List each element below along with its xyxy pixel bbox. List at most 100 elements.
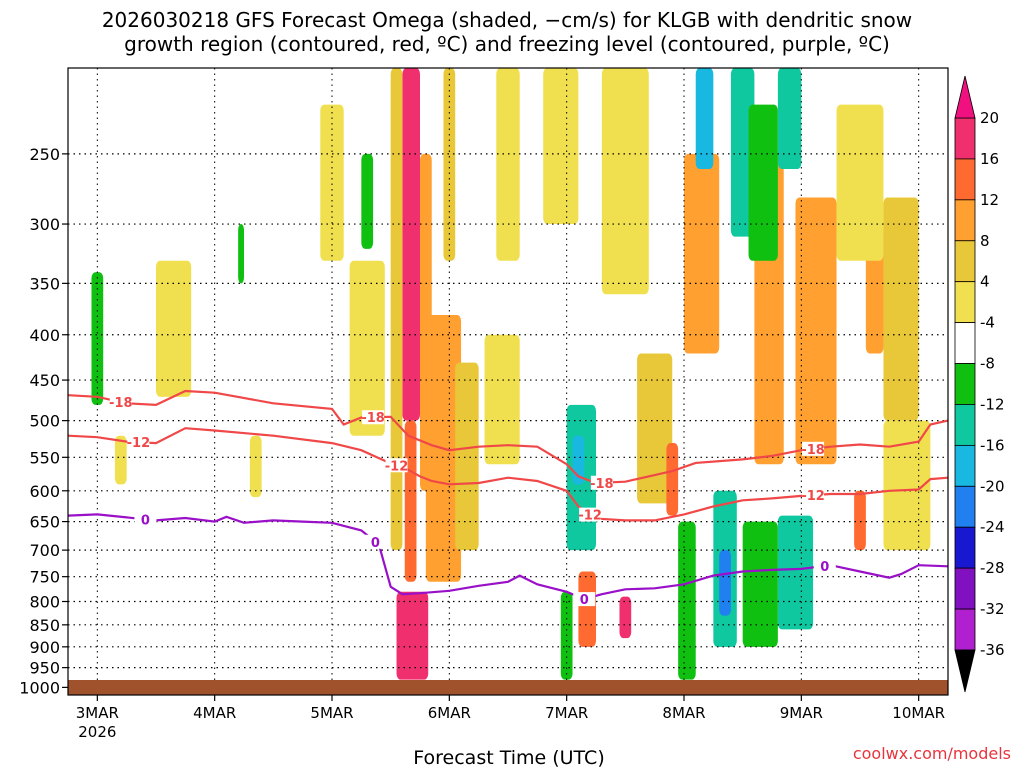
y-tick-label: 400 xyxy=(29,326,60,345)
contour-label-bg xyxy=(579,507,602,522)
contour-label: 0 xyxy=(580,593,589,608)
colorbar-segment xyxy=(954,158,976,201)
contour-label: 0 xyxy=(820,560,829,575)
y-tick-label: 650 xyxy=(29,513,60,532)
omega-cell xyxy=(238,224,244,284)
y-tick-label: 300 xyxy=(29,215,60,234)
colorbar: 20 16 12 8 4 -4 -8 -12 -16 -20 -24 -28 -32 -36 xyxy=(954,75,1005,693)
omega-cell xyxy=(420,153,432,491)
contour-label-bg xyxy=(127,435,150,450)
y-tick-label: 250 xyxy=(29,145,60,164)
contour-label: -12 xyxy=(801,489,825,504)
colorbar-label: 8 xyxy=(980,232,990,250)
colorbar-label: -4 xyxy=(980,314,995,332)
colorbar-label: -20 xyxy=(980,477,1005,495)
omega-cell xyxy=(795,197,837,465)
contour-label-bg xyxy=(109,395,132,410)
colorbar-label: -24 xyxy=(980,518,1005,536)
omega-cell xyxy=(349,260,385,436)
y-tick-label: 550 xyxy=(29,448,60,467)
grid-lines xyxy=(68,68,948,688)
omega-cell xyxy=(777,515,814,630)
omega-cell xyxy=(320,104,344,261)
contour-line-0 xyxy=(67,513,949,601)
colorbar-label: -28 xyxy=(980,559,1005,577)
omega-cell xyxy=(402,68,420,421)
omega-cell xyxy=(396,591,429,680)
credit-text[interactable]: coolwx.com/models xyxy=(853,744,1011,763)
colorbar-label: 4 xyxy=(980,273,990,291)
contour-label-bg xyxy=(362,410,385,425)
omega-cell xyxy=(836,104,884,261)
colorbar-segment xyxy=(954,444,976,487)
omega-cell xyxy=(484,334,520,465)
ground-surface-band xyxy=(68,680,948,695)
contour-label: -12 xyxy=(385,459,409,474)
y-tick-label: 750 xyxy=(29,568,60,587)
omega-cell xyxy=(695,68,714,169)
chart-title-line-1: 2026030218 GFS Forecast Omega (shaded, −… xyxy=(102,8,912,32)
omega-cell xyxy=(777,68,802,169)
colorbar-segment xyxy=(954,485,976,528)
x-tick-label: 10MAR xyxy=(892,704,945,722)
omega-cell xyxy=(637,353,673,504)
omega-cell xyxy=(156,260,192,397)
x-tick-label: 6MAR xyxy=(428,704,471,722)
omega-cell xyxy=(666,443,679,516)
contour-label-bg xyxy=(813,558,836,573)
contour-label: -18 xyxy=(109,396,133,411)
x-tick-label: 7MAR xyxy=(545,704,588,722)
colorbar-label: -32 xyxy=(980,600,1005,618)
omega-cell xyxy=(455,362,479,551)
contour-label: -12 xyxy=(127,436,151,451)
x-tick-label: 3MAR xyxy=(76,704,119,722)
colorbar-segment xyxy=(954,608,976,651)
colorbar-segment xyxy=(954,567,976,610)
y-tick-label: 800 xyxy=(29,593,60,612)
contour-label: 0 xyxy=(141,513,150,528)
y-tick-label: 900 xyxy=(29,638,60,657)
omega-cell xyxy=(678,521,696,680)
omega-cell xyxy=(742,521,778,647)
contour-label-bg xyxy=(802,441,825,456)
colorbar-segment xyxy=(954,281,976,324)
y-tick-label: 950 xyxy=(29,659,60,678)
y-tick-label: 500 xyxy=(29,412,60,431)
colorbar-label: -16 xyxy=(980,436,1005,454)
contour-label-bg xyxy=(134,512,157,527)
omega-cell xyxy=(883,420,931,551)
omega-cell xyxy=(684,153,720,354)
omega-cell xyxy=(390,68,403,551)
omega-cell xyxy=(748,104,778,261)
omega-shading xyxy=(91,68,931,680)
colorbar-label: -12 xyxy=(980,395,1005,413)
omega-cell xyxy=(619,596,632,639)
colorbar-segment xyxy=(954,404,976,446)
omega-cell xyxy=(543,68,579,225)
omega-cell xyxy=(578,571,596,647)
omega-cell xyxy=(719,550,731,616)
omega-cell xyxy=(496,68,520,261)
y-tick-label: 350 xyxy=(29,274,60,293)
plot-area: -18 -18 -18 -18 -12 -12 -12 -12 0 0 0 0 xyxy=(67,67,949,696)
contour-label: 0 xyxy=(371,536,380,551)
colorbar-bottom-arrow xyxy=(954,649,976,693)
x-tick-label: 8MAR xyxy=(662,704,705,722)
omega-cell xyxy=(883,197,919,421)
colorbar-segment xyxy=(954,526,976,569)
y-tick-label: 700 xyxy=(29,541,60,560)
omega-cell xyxy=(601,68,649,295)
y-tick-label: 600 xyxy=(29,482,60,501)
contour-lines: -18 -18 -18 -18 -12 -12 -12 -12 0 0 0 0 xyxy=(67,389,949,608)
omega-cell xyxy=(404,420,417,582)
colorbar-top-arrow xyxy=(954,75,976,119)
colorbar-segment xyxy=(954,240,976,283)
colorbar-label: -8 xyxy=(980,355,995,373)
y-tick-label: 450 xyxy=(29,371,60,390)
contour-label-bg xyxy=(385,458,408,473)
colorbar-segment xyxy=(954,363,976,405)
contour-label: -18 xyxy=(801,443,825,458)
y-axis: 250 300 350 400 450 500 550 600 650 700 750 800 850 9… xyxy=(19,145,68,697)
